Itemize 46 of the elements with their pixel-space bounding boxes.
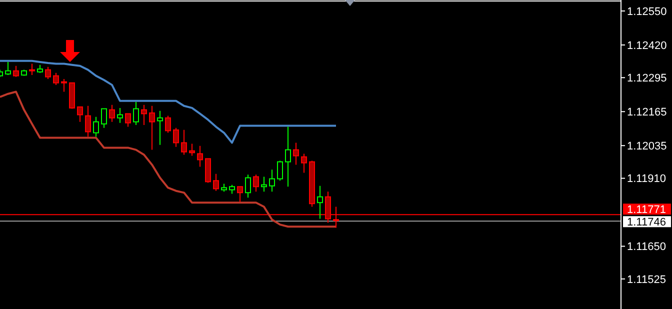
candlestick [301, 153, 307, 174]
candlestick [197, 145, 203, 168]
candlestick [261, 176, 267, 192]
candlestick [13, 65, 19, 78]
candlestick [61, 78, 67, 92]
candlestick [45, 66, 51, 80]
candlestick [5, 61, 11, 76]
candlestick [285, 126, 291, 188]
candlestick [109, 104, 115, 122]
candlestick [189, 143, 195, 156]
line-series [0, 60, 337, 144]
y-tick-label: 1.11650 [627, 241, 666, 254]
y-tick-label: 1.11910 [627, 173, 666, 186]
candlestick [165, 115, 171, 134]
candlestick [205, 158, 211, 184]
candlestick [125, 113, 131, 128]
candlestick [293, 142, 299, 166]
candlestick [133, 101, 139, 126]
candlestick [117, 107, 123, 124]
candlestick [85, 105, 91, 138]
candlestick [157, 110, 163, 146]
y-tick-label: 1.11525 [627, 274, 666, 286]
line-series [0, 90, 337, 228]
candlestick [53, 72, 59, 86]
candlestick [101, 108, 107, 128]
ref-line-label: 1.11746 [627, 216, 666, 229]
candlestick [317, 185, 323, 220]
candlestick [277, 160, 283, 182]
y-tick-label: 1.12165 [627, 106, 667, 118]
candlestick [253, 174, 259, 192]
candlestick [149, 105, 155, 150]
y-tick-label: 1.12295 [627, 72, 667, 84]
candlestick [141, 104, 147, 126]
y-tick-label: 1.12035 [627, 140, 667, 152]
candlestick [77, 106, 83, 122]
candlestick [269, 169, 275, 192]
ref-line-label: 1.11771 [627, 204, 666, 216]
candlestick [181, 129, 187, 156]
candlestick [245, 174, 251, 198]
candlestick [237, 186, 243, 202]
candlestick [93, 116, 99, 138]
y-tick-label: 1.12550 [627, 6, 667, 18]
candlestick [29, 63, 35, 76]
candlestick [213, 173, 219, 192]
y-tick-label: 1.12420 [627, 40, 667, 52]
candlestick [173, 127, 179, 148]
